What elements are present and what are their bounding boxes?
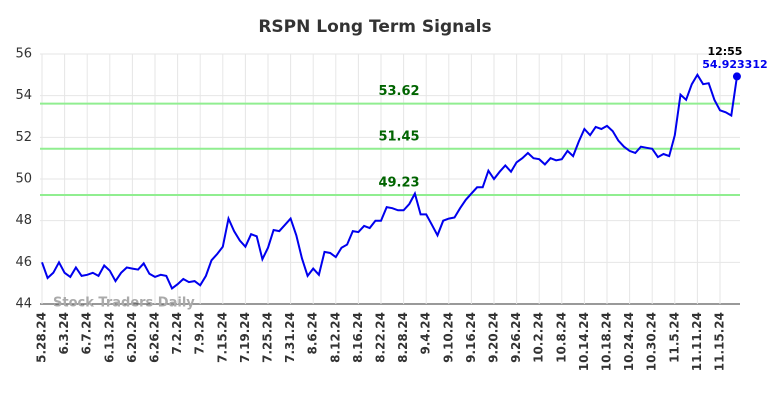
x-tick-label: 11.11.24 [690,312,704,371]
y-tick-label: 52 [15,130,32,145]
x-tick-label: 6.20.24 [125,312,139,363]
x-tick-label: 10.8.24 [554,312,568,363]
x-tick-label: 9.20.24 [487,312,501,363]
x-tick-label: 7.15.24 [215,312,229,363]
x-tick-label: 10.30.24 [645,312,659,371]
x-tick-label: 9.10.24 [441,312,455,363]
x-tick-label: 7.9.24 [193,312,207,355]
x-tick-label: 8.6.24 [306,312,320,355]
x-tick-label: 11.5.24 [667,312,681,363]
x-tick-label: 7.19.24 [238,312,252,363]
x-tick-label: 10.14.24 [577,312,591,371]
x-tick-label: 6.26.24 [148,312,162,363]
y-tick-label: 50 [15,172,32,187]
last-value: 54.923312 [702,58,767,71]
x-tick-label: 10.18.24 [600,312,614,371]
x-tick-label: 9.4.24 [419,312,433,355]
y-tick-label: 56 [15,47,32,62]
x-tick-label: 8.16.24 [351,312,365,363]
x-tick-label: 6.7.24 [80,312,94,355]
x-tick-label: 5.28.24 [35,312,49,363]
x-tick-label: 11.15.24 [713,312,727,371]
x-tick-label: 9.26.24 [509,312,523,363]
x-tick-label: 9.16.24 [464,312,478,363]
x-tick-label: 10.24.24 [622,312,636,371]
x-tick-label: 10.2.24 [532,312,546,363]
last-point [732,72,741,81]
x-tick-label: 8.28.24 [396,312,410,363]
y-tick-label: 54 [15,88,32,103]
watermark: Stock Traders Daily [53,296,195,311]
x-tick-label: 7.25.24 [261,312,275,363]
y-tick-label: 46 [15,255,32,270]
signal-label: 51.45 [378,129,419,144]
x-tick-label: 7.31.24 [283,312,297,363]
last-time: 12:55 [707,45,742,58]
chart-title: RSPN Long Term Signals [258,17,491,37]
signal-label: 53.62 [378,84,419,99]
signal-label: 49.23 [378,176,419,191]
x-tick-label: 6.13.24 [102,312,116,363]
x-tick-label: 8.22.24 [374,312,388,363]
y-tick-label: 48 [15,213,32,228]
x-tick-label: 7.2.24 [170,312,184,355]
price-line [41,72,738,290]
x-tick-label: 6.3.24 [57,312,71,355]
y-tick-label: 44 [15,297,32,312]
x-tick-label: 8.12.24 [328,312,342,363]
